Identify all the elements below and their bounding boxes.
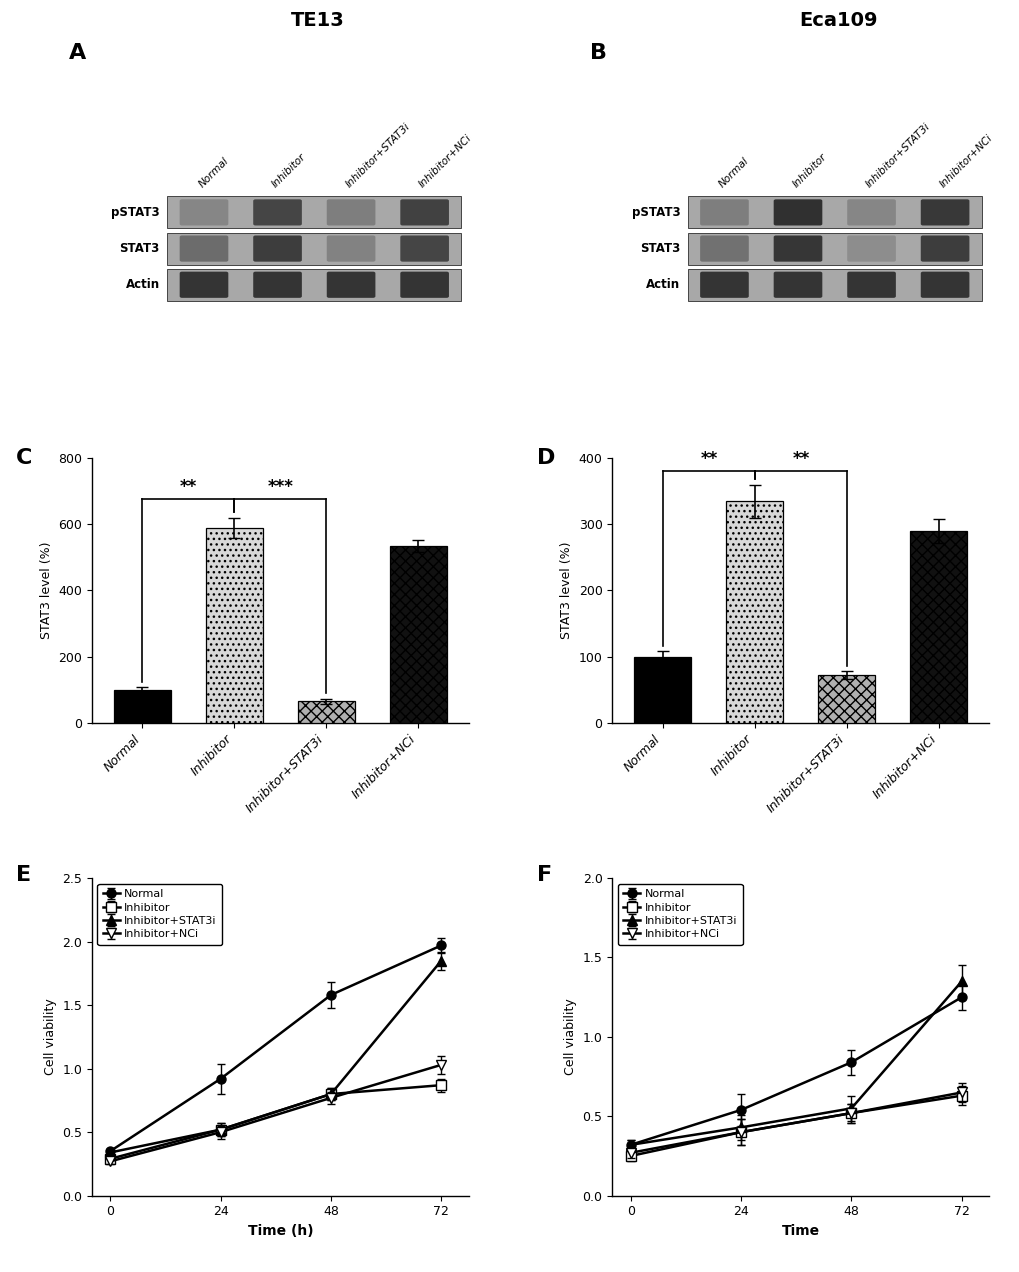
- Text: **: **: [699, 450, 716, 468]
- FancyBboxPatch shape: [326, 272, 375, 298]
- FancyBboxPatch shape: [399, 272, 448, 298]
- Bar: [817, 675, 874, 722]
- Bar: [687, 233, 981, 265]
- Text: D: D: [536, 448, 554, 468]
- FancyBboxPatch shape: [179, 272, 228, 298]
- FancyBboxPatch shape: [773, 235, 821, 262]
- Text: B: B: [589, 43, 606, 64]
- Text: pSTAT3: pSTAT3: [631, 206, 680, 219]
- Text: **: **: [792, 450, 809, 468]
- Text: Normal: Normal: [716, 155, 750, 190]
- Text: Actin: Actin: [125, 279, 160, 291]
- FancyBboxPatch shape: [847, 200, 895, 225]
- FancyBboxPatch shape: [253, 235, 302, 262]
- Bar: [726, 501, 783, 722]
- Text: A: A: [69, 43, 87, 64]
- Text: **: **: [179, 478, 197, 496]
- X-axis label: Time: Time: [781, 1224, 819, 1238]
- FancyBboxPatch shape: [920, 200, 968, 225]
- Bar: [167, 268, 461, 300]
- FancyBboxPatch shape: [847, 272, 895, 298]
- Bar: [687, 196, 981, 229]
- FancyBboxPatch shape: [253, 200, 302, 225]
- Text: F: F: [536, 865, 551, 885]
- FancyBboxPatch shape: [699, 235, 748, 262]
- Text: Inhibitor: Inhibitor: [790, 151, 827, 190]
- Text: ***: ***: [267, 478, 293, 496]
- Text: Normal: Normal: [197, 155, 230, 190]
- Y-axis label: Cell viability: Cell viability: [44, 999, 56, 1075]
- Legend: Normal, Inhibitor, Inhibitor+STAT3i, Inhibitor+NCi: Normal, Inhibitor, Inhibitor+STAT3i, Inh…: [97, 884, 222, 945]
- Text: STAT3: STAT3: [119, 242, 160, 256]
- Text: STAT3: STAT3: [639, 242, 680, 256]
- Bar: [114, 689, 171, 722]
- FancyBboxPatch shape: [773, 272, 821, 298]
- Bar: [167, 233, 461, 265]
- FancyBboxPatch shape: [326, 235, 375, 262]
- FancyBboxPatch shape: [253, 272, 302, 298]
- Text: Inhibitor+STAT3i: Inhibitor+STAT3i: [343, 121, 412, 190]
- X-axis label: Time (h): Time (h): [248, 1224, 313, 1238]
- Y-axis label: Cell viability: Cell viability: [564, 999, 577, 1075]
- FancyBboxPatch shape: [179, 200, 228, 225]
- FancyBboxPatch shape: [773, 200, 821, 225]
- FancyBboxPatch shape: [699, 272, 748, 298]
- Bar: [167, 196, 461, 229]
- Text: Inhibitor+STAT3i: Inhibitor+STAT3i: [864, 121, 931, 190]
- Text: pSTAT3: pSTAT3: [111, 206, 160, 219]
- FancyBboxPatch shape: [920, 272, 968, 298]
- Bar: [298, 701, 355, 722]
- Text: Inhibitor+NCi: Inhibitor+NCi: [937, 132, 994, 190]
- Text: E: E: [16, 865, 32, 885]
- Text: Inhibitor: Inhibitor: [270, 151, 308, 190]
- FancyBboxPatch shape: [399, 235, 448, 262]
- Bar: [909, 530, 966, 722]
- Text: C: C: [16, 448, 33, 468]
- Bar: [206, 528, 263, 722]
- FancyBboxPatch shape: [699, 200, 748, 225]
- FancyBboxPatch shape: [179, 235, 228, 262]
- FancyBboxPatch shape: [399, 200, 448, 225]
- Bar: [687, 268, 981, 300]
- Text: TE13: TE13: [291, 11, 344, 31]
- Y-axis label: STAT3 level (%): STAT3 level (%): [559, 542, 573, 640]
- Bar: [634, 656, 691, 722]
- FancyBboxPatch shape: [326, 200, 375, 225]
- Text: Actin: Actin: [645, 279, 680, 291]
- Legend: Normal, Inhibitor, Inhibitor+STAT3i, Inhibitor+NCi: Normal, Inhibitor, Inhibitor+STAT3i, Inh…: [618, 884, 742, 945]
- Bar: [389, 546, 446, 722]
- Text: Inhibitor+NCi: Inhibitor+NCi: [417, 132, 474, 190]
- FancyBboxPatch shape: [847, 235, 895, 262]
- Y-axis label: STAT3 level (%): STAT3 level (%): [40, 542, 52, 640]
- Text: Eca109: Eca109: [799, 11, 877, 31]
- FancyBboxPatch shape: [920, 235, 968, 262]
